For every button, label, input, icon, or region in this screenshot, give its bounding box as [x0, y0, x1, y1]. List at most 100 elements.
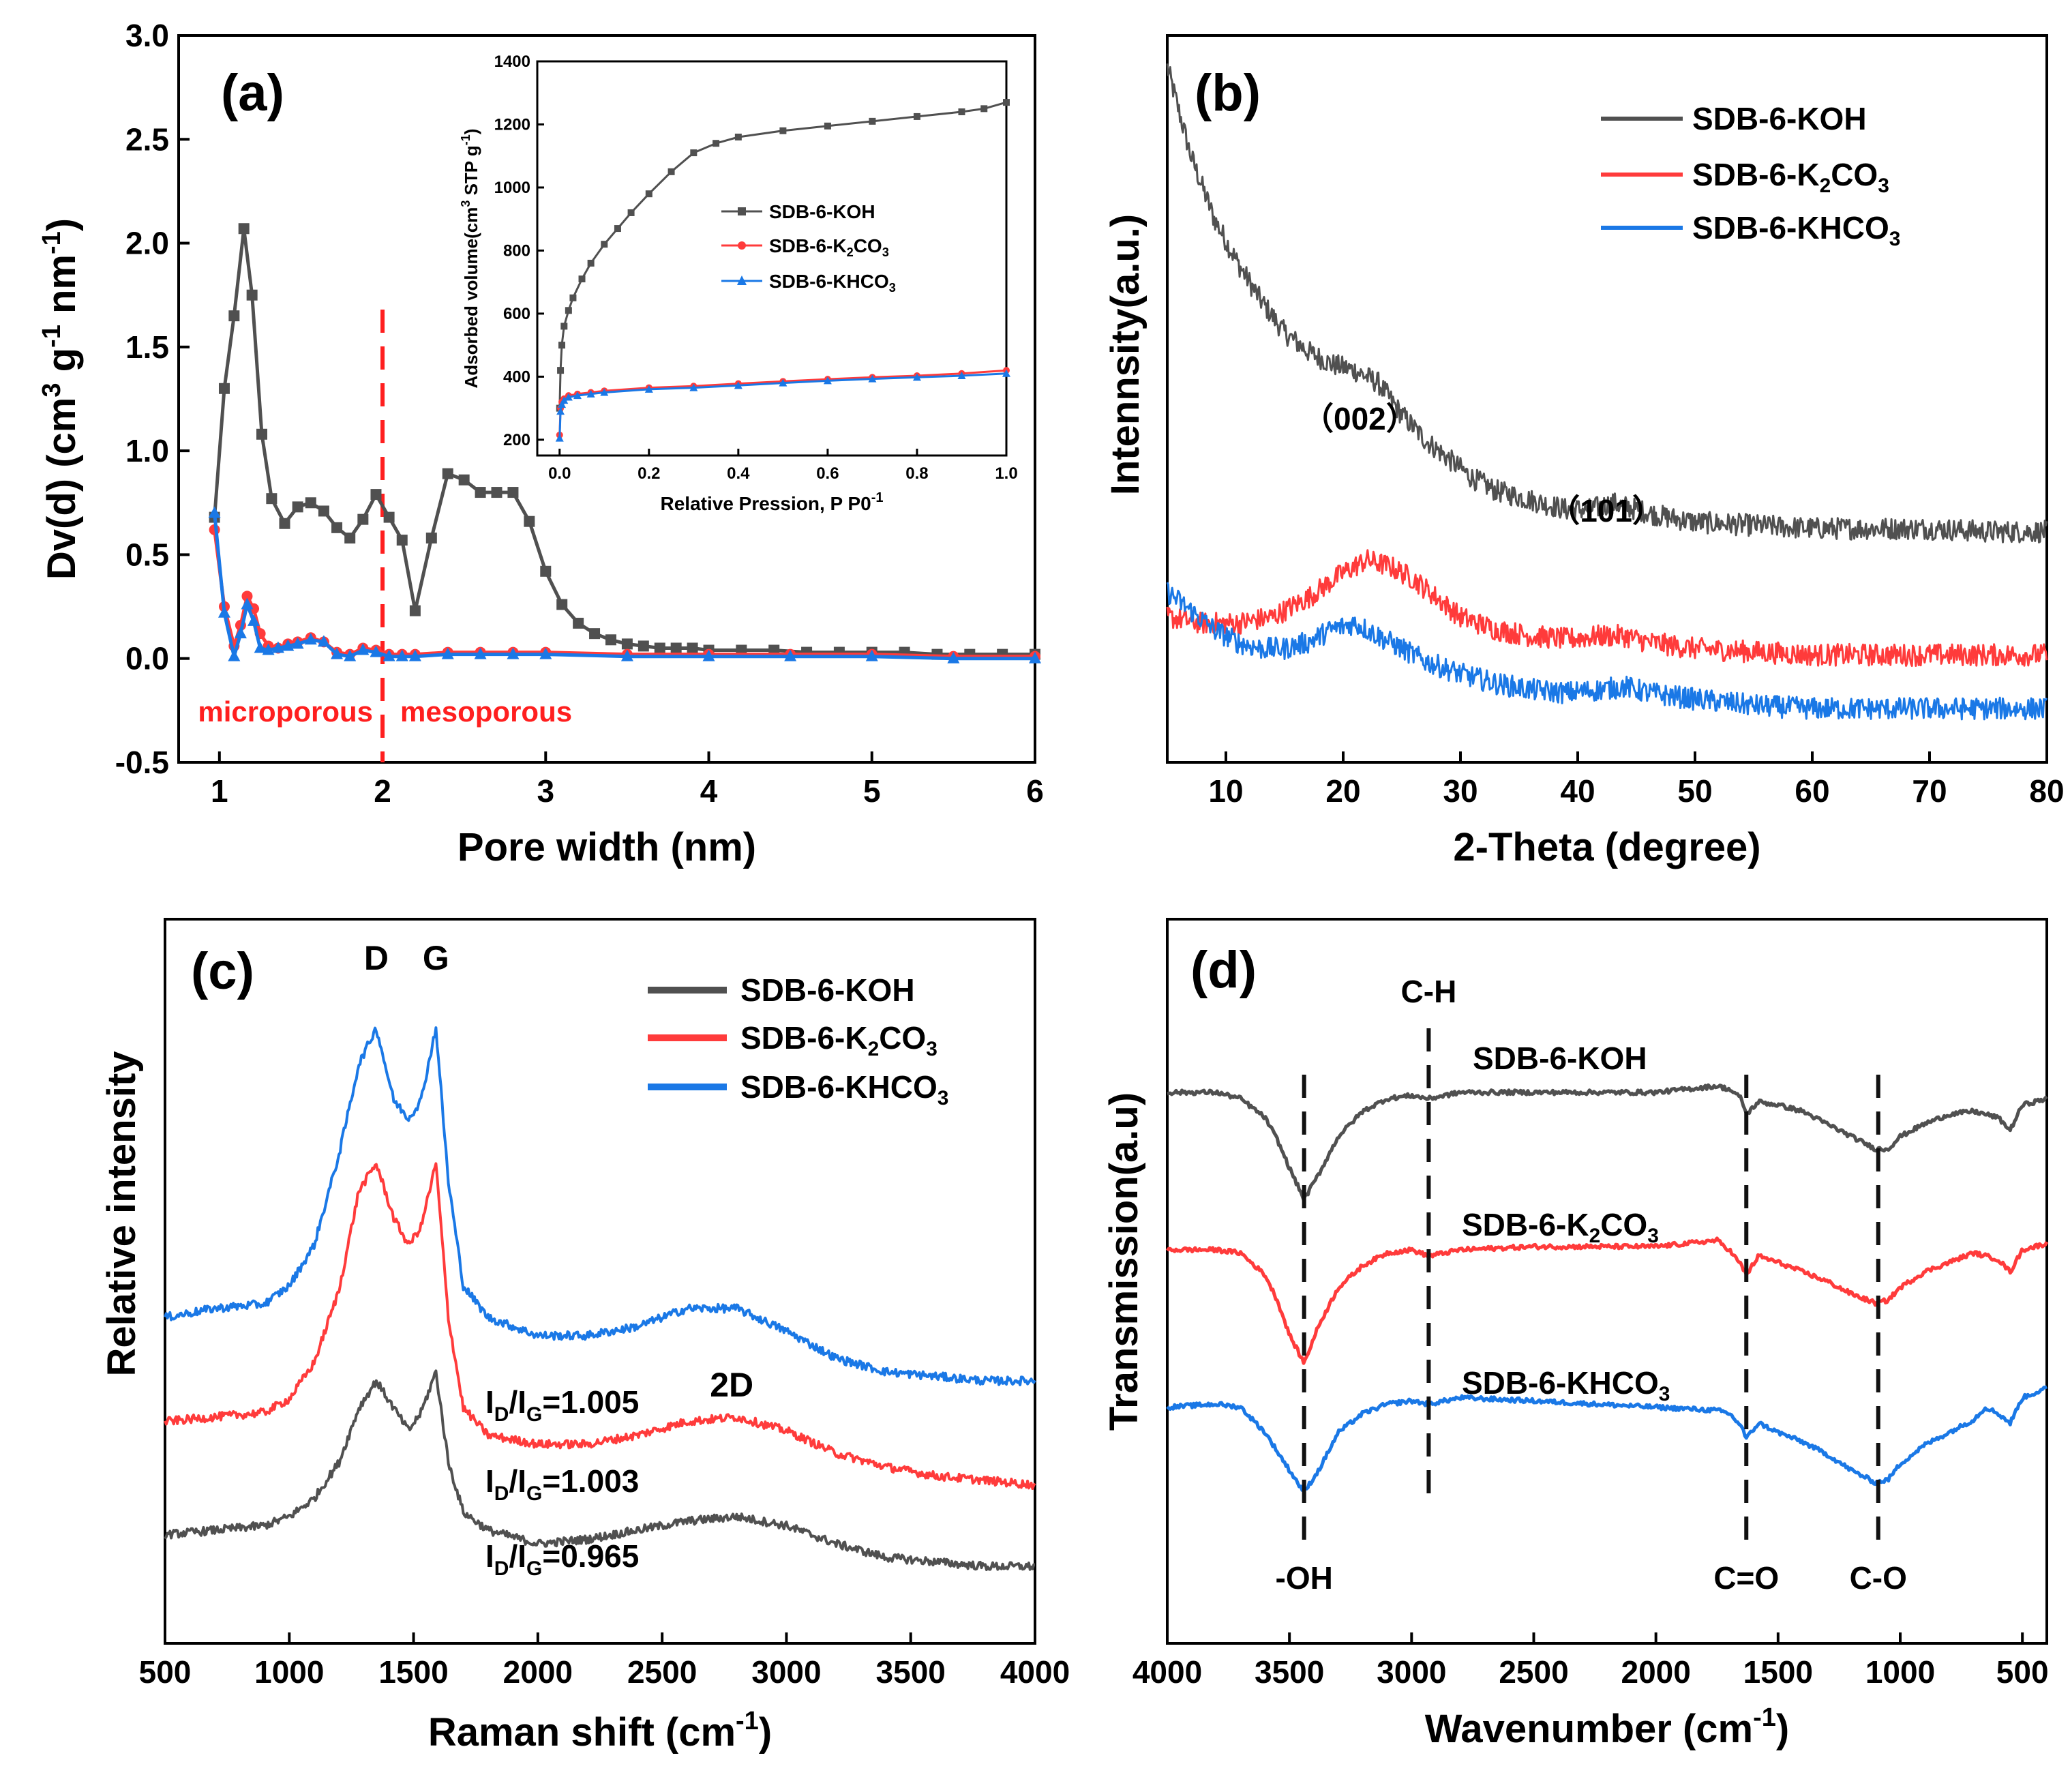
inset-point-koh	[587, 259, 595, 267]
data-point-koh	[238, 223, 250, 235]
inset-ylabel-text: STP g	[461, 145, 481, 200]
data-point-koh	[357, 513, 369, 525]
data-point-koh	[292, 501, 303, 513]
inset-point-koh	[958, 108, 965, 115]
panel-c-label: (c)	[191, 942, 254, 1000]
ratio-subscript: D	[494, 1557, 509, 1580]
xlabel-sup: -1	[736, 1707, 759, 1735]
inset-point-koh	[645, 190, 652, 198]
xlabel-text: )	[759, 1710, 772, 1754]
inset-point-khco3	[573, 391, 582, 400]
inset-point-khco3	[555, 434, 564, 442]
y-tick-label: 3.0	[125, 18, 169, 53]
legend-text: SDB-6-KHCO	[1462, 1365, 1659, 1401]
panel-c-xlabel: Raman shift (cm-1)	[428, 1707, 772, 1754]
band-marker-label: C=O	[1713, 1560, 1779, 1596]
x-tick-label: 5	[863, 773, 881, 809]
data-point-khco3	[382, 649, 395, 661]
peak-annotation: （101）	[1548, 493, 1664, 528]
inset-x-tick-label: 1.0	[995, 464, 1017, 483]
inset-y-tick-label: 800	[503, 241, 530, 260]
ratio-subscript: G	[526, 1403, 542, 1426]
data-point-koh	[605, 634, 616, 646]
inset-legend-marker	[738, 241, 746, 250]
legend-label: SDB-6-K2CO3	[1692, 157, 1889, 197]
data-point-khco3	[208, 506, 221, 518]
ratio-text: I	[485, 1463, 494, 1499]
data-point-koh	[344, 533, 356, 544]
y-tick-label: 2.0	[125, 226, 169, 261]
inset-point-koh	[578, 275, 586, 283]
x-tick-label: 500	[1996, 1654, 2049, 1690]
ratio-value: =0.965	[542, 1538, 639, 1574]
inset-legend-label: SDB-6-K2CO3	[769, 235, 889, 259]
data-point-khco3	[474, 647, 487, 659]
panel-c-ylabel: Relative intensity	[100, 1051, 144, 1376]
inset-ylabel: Adsorbed volume(cm3 STP g-1)	[459, 129, 481, 389]
legend-subscript: 2	[847, 245, 854, 259]
data-point-koh	[305, 497, 316, 509]
x-tick-label: 2500	[1499, 1654, 1568, 1690]
inset-point-khco3	[823, 376, 832, 385]
data-point-khco3	[291, 637, 304, 649]
series-khco3-line	[1166, 582, 2048, 721]
x-tick-label: 3500	[876, 1654, 946, 1690]
data-point-koh	[475, 487, 486, 498]
x-tick-label: 3500	[1255, 1654, 1324, 1690]
panel-b-label: (b)	[1195, 64, 1261, 122]
legend-text: SDB-6-KHCO	[769, 271, 889, 292]
panel-d-ylabel: Transmission(a.u)	[1102, 1092, 1146, 1431]
legend-label: SDB-6-KOH	[740, 972, 915, 1008]
mesoporous-label: mesoporous	[400, 696, 572, 728]
inset-ylabel-sup: 3	[459, 200, 472, 207]
data-point-khco3	[539, 647, 552, 659]
legend-subscript: 2	[868, 1038, 880, 1060]
inset-y-tick-label: 400	[503, 368, 530, 386]
data-point-koh	[409, 605, 421, 616]
inset-point-koh	[560, 323, 568, 330]
data-point-koh	[246, 289, 258, 301]
ratio-text: /I	[509, 1384, 526, 1420]
series-koh-line	[1166, 63, 2048, 543]
panel-c-frame	[164, 918, 1036, 1645]
data-point-koh	[556, 599, 568, 610]
panel-a-frame	[177, 34, 1036, 764]
inset-point-koh	[557, 367, 565, 374]
data-point-khco3	[271, 641, 284, 653]
inset-point-koh	[712, 140, 720, 147]
data-point-khco3	[317, 635, 330, 647]
x-tick-label: 3000	[1377, 1654, 1446, 1690]
band-marker-label: C-O	[1850, 1560, 1907, 1596]
inset-point-koh	[734, 133, 742, 140]
data-point-koh	[266, 493, 278, 505]
data-point-koh	[687, 642, 698, 654]
x-tick-label: 4	[700, 773, 718, 809]
data-point-koh	[442, 468, 453, 479]
inset-x-tick-label: 0.8	[905, 464, 928, 483]
ratio-text: /I	[509, 1463, 526, 1499]
data-point-khco3	[228, 649, 241, 661]
data-point-khco3	[620, 649, 633, 661]
legend-text: SDB-6-K	[769, 235, 847, 256]
series-khco3-line	[1166, 1385, 2048, 1492]
legend-text: SDB-6-KHCO	[740, 1069, 937, 1105]
x-tick-label: 40	[1560, 773, 1595, 809]
ratio-label: ID/IG=1.003	[485, 1463, 639, 1505]
inset-point-koh	[779, 127, 787, 134]
x-tick-label: 500	[139, 1654, 192, 1690]
data-point-koh	[507, 487, 519, 498]
x-tick-label: 6	[1026, 773, 1044, 809]
x-tick-label: 80	[2029, 773, 2064, 809]
data-point-koh	[654, 642, 665, 654]
ratio-subscript: G	[526, 1557, 542, 1580]
inset-point-koh	[569, 294, 577, 301]
inset-point-koh	[627, 209, 635, 216]
data-point-koh	[425, 533, 437, 544]
data-point-koh	[331, 522, 343, 533]
panel-d-label: (d)	[1190, 941, 1257, 999]
data-point-khco3	[441, 647, 454, 659]
panel-b-frame	[1166, 34, 2048, 764]
inset-ylabel-text: Adsorbed volume(cm	[461, 207, 481, 389]
ratio-subscript: D	[494, 1403, 509, 1426]
